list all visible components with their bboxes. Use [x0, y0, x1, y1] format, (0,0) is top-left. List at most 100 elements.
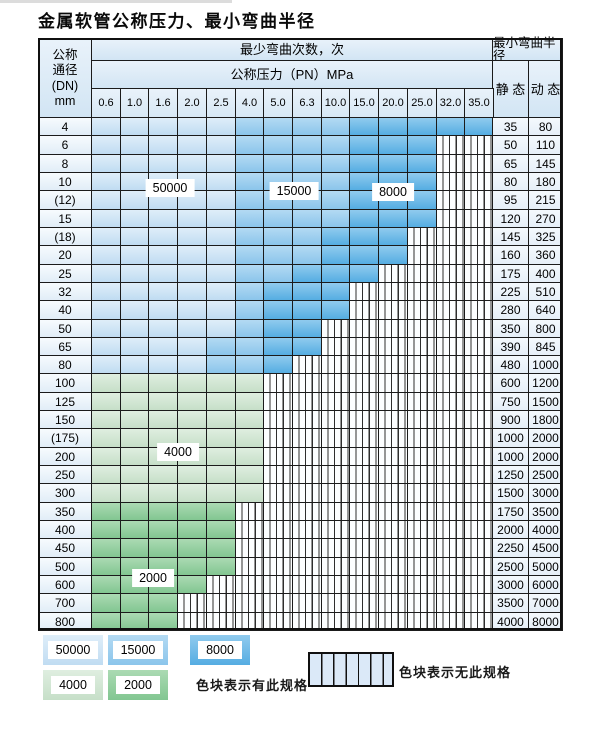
no-spec-cell — [321, 575, 350, 594]
dynamic-radius-cell: 145 — [528, 154, 563, 173]
dynamic-radius-cell: 7000 — [528, 593, 563, 613]
no-spec-cell — [436, 538, 465, 558]
page-title: 金属软管公称压力、最小弯曲半径 — [38, 12, 316, 31]
cycle-count-label: 2000 — [132, 569, 174, 587]
legend-hatch-box — [308, 652, 394, 687]
dynamic-radius-cell: 510 — [528, 282, 563, 301]
no-spec-cell — [407, 264, 437, 283]
dynamic-radius-cell: 4000 — [528, 520, 563, 539]
no-spec-cell — [464, 557, 494, 576]
no-spec-cell — [378, 593, 408, 613]
no-spec-cell — [464, 337, 494, 356]
legend-swatch: 2000 — [108, 670, 168, 700]
no-spec-cell — [407, 538, 437, 558]
no-spec-cell — [378, 264, 408, 283]
no-spec-cell — [407, 337, 437, 356]
legend-note-unavailable: 色块表示无此规格 — [399, 665, 512, 680]
legend-swatch: 8000 — [190, 635, 250, 665]
no-spec-cell — [206, 575, 236, 594]
dynamic-radius-cell: 1200 — [528, 373, 563, 393]
pressure-column-header: 32.0 — [436, 88, 465, 118]
no-spec-cell — [378, 319, 408, 338]
dynamic-radius-cell: 845 — [528, 337, 563, 356]
no-spec-cell — [321, 373, 350, 393]
no-spec-cell — [464, 593, 494, 613]
static-radius-cell: 225 — [492, 282, 529, 301]
no-spec-cell — [436, 392, 465, 411]
no-spec-cell — [436, 190, 465, 210]
no-spec-cell — [292, 465, 322, 484]
no-spec-cell — [206, 593, 236, 613]
legend-swatch-label: 8000 — [198, 641, 242, 659]
no-spec-cell — [292, 355, 322, 374]
pressure-column-header: 6.3 — [292, 88, 322, 118]
no-spec-cell — [378, 465, 408, 484]
dynamic-radius-cell: 180 — [528, 172, 563, 191]
dn-header-line1: 公称 — [52, 47, 78, 62]
no-spec-cell — [321, 483, 350, 503]
dn-cell: 15 — [38, 209, 92, 228]
no-spec-cell — [292, 520, 322, 539]
no-spec-cell — [292, 373, 322, 393]
dynamic-radius-cell: 3000 — [528, 483, 563, 503]
no-spec-cell — [407, 612, 437, 631]
no-spec-cell — [292, 410, 322, 429]
no-spec-cell — [235, 520, 264, 539]
no-spec-cell — [436, 520, 465, 539]
dynamic-radius-cell: 1000 — [528, 355, 563, 374]
no-spec-cell — [263, 447, 293, 466]
no-spec-cell — [407, 465, 437, 484]
pressure-column-header: 1.0 — [120, 88, 149, 118]
legend-swatch-label: 2000 — [116, 676, 160, 694]
static-radius-cell: 390 — [492, 337, 529, 356]
no-spec-cell — [378, 373, 408, 393]
no-spec-cell — [292, 612, 322, 631]
dn-cell: (18) — [38, 227, 92, 246]
no-spec-cell — [407, 593, 437, 613]
no-spec-cell — [407, 392, 437, 411]
no-spec-cell — [378, 410, 408, 429]
no-spec-cell — [464, 612, 494, 631]
dynamic-radius-cell: 8000 — [528, 612, 563, 631]
dynamic-radius-cell: 80 — [528, 117, 563, 136]
dynamic-radius-cell: 640 — [528, 300, 563, 320]
no-spec-cell — [436, 172, 465, 191]
pressure-column-header: 2.5 — [206, 88, 236, 118]
no-spec-cell — [321, 410, 350, 429]
no-spec-cell — [292, 538, 322, 558]
dynamic-radius-cell: 1800 — [528, 410, 563, 429]
no-spec-cell — [263, 575, 293, 594]
pressure-header: 公称压力（PN）MPa — [91, 60, 493, 89]
no-spec-cell — [321, 557, 350, 576]
no-spec-cell — [464, 502, 494, 521]
no-spec-cell — [321, 593, 350, 613]
no-spec-cell — [464, 520, 494, 539]
legend-swatch-label: 4000 — [51, 676, 95, 694]
legend-swatch-label: 50000 — [47, 641, 99, 659]
static-radius-cell: 600 — [492, 373, 529, 393]
table-outer-frame — [38, 38, 562, 630]
no-spec-cell — [378, 300, 408, 320]
cycle-count-label: 50000 — [145, 179, 195, 197]
dynamic-radius-cell: 6000 — [528, 575, 563, 594]
dn-header-line3: (DN) — [51, 78, 79, 93]
cycle-count-label: 4000 — [157, 443, 199, 461]
no-spec-cell — [407, 319, 437, 338]
no-spec-cell — [263, 428, 293, 448]
pressure-column-header: 4.0 — [235, 88, 264, 118]
no-spec-cell — [436, 410, 465, 429]
static-radius-cell: 750 — [492, 392, 529, 411]
no-spec-cell — [235, 575, 264, 594]
legend-swatch-label: 15000 — [112, 641, 164, 659]
no-spec-cell — [349, 337, 379, 356]
no-spec-cell — [407, 428, 437, 448]
dynamic-radius-cell: 1500 — [528, 392, 563, 411]
no-spec-cell — [464, 135, 494, 155]
no-spec-cell — [407, 373, 437, 393]
no-spec-cell — [321, 337, 350, 356]
no-spec-cell — [464, 373, 494, 393]
no-spec-cell — [349, 319, 379, 338]
no-spec-cell — [464, 355, 494, 374]
no-spec-cell — [436, 593, 465, 613]
pressure-column-header: 1.6 — [148, 88, 178, 118]
